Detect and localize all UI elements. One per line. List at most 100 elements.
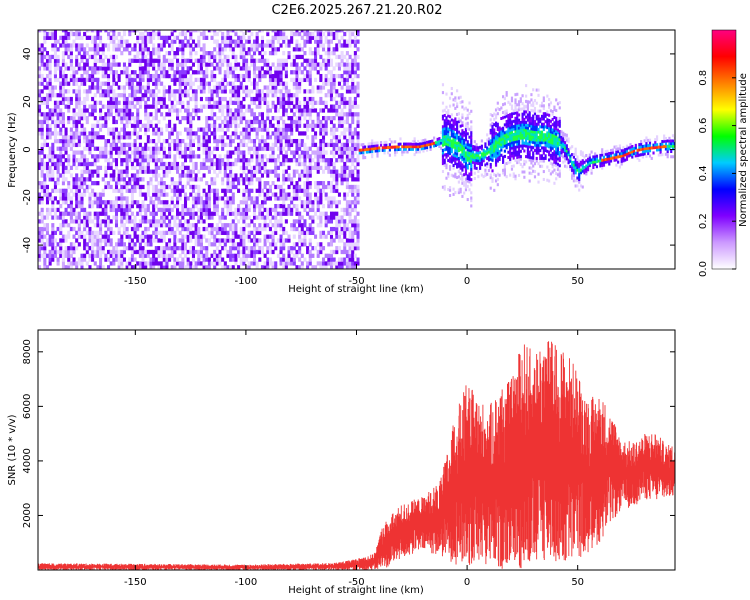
heatmap-cell bbox=[120, 249, 124, 255]
heatmap-cell bbox=[441, 156, 445, 160]
heatmap-cell bbox=[348, 188, 352, 193]
heatmap-cell bbox=[189, 112, 193, 117]
heatmap-cell bbox=[450, 142, 453, 146]
heatmap-cell bbox=[157, 35, 161, 40]
heatmap-cell bbox=[181, 261, 185, 266]
heatmap-cell bbox=[314, 51, 318, 56]
heatmap-cell bbox=[77, 119, 81, 125]
heatmap-cell bbox=[197, 196, 201, 201]
heatmap-cell bbox=[303, 100, 307, 105]
heatmap-cell bbox=[252, 211, 257, 216]
heatmap-cell bbox=[263, 161, 267, 167]
heatmap-cell bbox=[144, 242, 148, 247]
heatmap-cell bbox=[284, 43, 288, 48]
heatmap-cell bbox=[56, 66, 60, 71]
heatmap-cell bbox=[252, 77, 257, 83]
heatmap-cell bbox=[183, 200, 188, 205]
heatmap-cell bbox=[160, 184, 164, 190]
heatmap-cell bbox=[69, 165, 73, 170]
heatmap-cell bbox=[242, 77, 246, 83]
heatmap-cell bbox=[306, 100, 310, 105]
heatmap-cell bbox=[218, 135, 222, 140]
heatmap-cell bbox=[109, 261, 113, 266]
heatmap-cell bbox=[429, 140, 432, 144]
heatmap-cell bbox=[287, 238, 291, 243]
heatmap-cell bbox=[194, 77, 198, 83]
heatmap-cell bbox=[234, 66, 238, 71]
heatmap-cell bbox=[162, 203, 166, 209]
heatmap-cell bbox=[332, 104, 336, 109]
heatmap-cell bbox=[157, 200, 161, 205]
heatmap-cell bbox=[114, 100, 119, 105]
heatmap-cell bbox=[77, 219, 81, 224]
heatmap-cell bbox=[422, 144, 425, 148]
heatmap-cell bbox=[298, 230, 302, 235]
heatmap-cell bbox=[279, 188, 283, 193]
heatmap-cell bbox=[205, 131, 209, 136]
heatmap-cell bbox=[80, 100, 84, 105]
heatmap-cell bbox=[353, 261, 357, 266]
heatmap-cell bbox=[152, 73, 156, 79]
heatmap-cell bbox=[438, 139, 441, 143]
heatmap-cell bbox=[207, 192, 211, 197]
heatmap-cell bbox=[268, 158, 272, 163]
heatmap-cell bbox=[43, 66, 47, 71]
heatmap-cell bbox=[237, 104, 241, 109]
heatmap-cell bbox=[282, 173, 286, 178]
heatmap-cell bbox=[448, 141, 452, 145]
heatmap-cell bbox=[43, 47, 47, 52]
heatmap-cell bbox=[319, 223, 323, 228]
heatmap-cell bbox=[252, 100, 257, 105]
heatmap-cell bbox=[343, 234, 347, 239]
heatmap-cell bbox=[242, 135, 246, 140]
heatmap-cell bbox=[300, 203, 304, 209]
heatmap-cell bbox=[295, 30, 299, 33]
heatmap-cell bbox=[356, 31, 360, 37]
heatmap-cell bbox=[154, 203, 158, 209]
heatmap-cell bbox=[247, 215, 251, 220]
heatmap-cell bbox=[276, 177, 280, 182]
heatmap-cell bbox=[80, 47, 84, 52]
heatmap-cell bbox=[343, 77, 347, 83]
heatmap-cell bbox=[162, 35, 166, 40]
heatmap-cell bbox=[77, 142, 81, 148]
heatmap-cell bbox=[136, 30, 140, 33]
heatmap-cell bbox=[335, 173, 339, 178]
heatmap-cell bbox=[85, 70, 89, 75]
heatmap-cell bbox=[133, 249, 137, 255]
heatmap-cell bbox=[67, 66, 71, 71]
heatmap-cell bbox=[197, 35, 201, 40]
heatmap-cell bbox=[104, 253, 108, 258]
heatmap-cell bbox=[298, 158, 302, 163]
heatmap-cell bbox=[250, 158, 254, 163]
heatmap-cell bbox=[292, 58, 296, 63]
heatmap-cell bbox=[120, 112, 124, 117]
heatmap-cell bbox=[292, 257, 296, 262]
heatmap-cell bbox=[45, 169, 50, 174]
heatmap-cell bbox=[67, 154, 71, 159]
heatmap-cell bbox=[61, 223, 65, 228]
heatmap-cell bbox=[266, 127, 270, 132]
heatmap-cell bbox=[271, 181, 275, 186]
heatmap-cell bbox=[210, 73, 214, 79]
heatmap-cell bbox=[69, 131, 73, 136]
heatmap-cell bbox=[176, 58, 180, 63]
heatmap-cell bbox=[122, 104, 126, 109]
heatmap-cell bbox=[120, 177, 124, 182]
heatmap-cell bbox=[218, 85, 222, 90]
heatmap-cell bbox=[215, 31, 219, 37]
heatmap-cell bbox=[122, 211, 126, 216]
heatmap-cell bbox=[56, 249, 60, 255]
heatmap-cell bbox=[40, 173, 44, 178]
heatmap-cell bbox=[75, 30, 79, 33]
heatmap-cell bbox=[260, 188, 265, 193]
heatmap-cell bbox=[298, 234, 302, 239]
heatmap-cell bbox=[295, 188, 299, 193]
heatmap-cell bbox=[329, 257, 334, 262]
heatmap-cell bbox=[239, 142, 243, 148]
heatmap-cell bbox=[308, 47, 312, 52]
heatmap-cell bbox=[263, 123, 267, 128]
heatmap-cell bbox=[360, 148, 363, 152]
heatmap-cell bbox=[340, 177, 344, 182]
heatmap-cell bbox=[181, 81, 185, 86]
